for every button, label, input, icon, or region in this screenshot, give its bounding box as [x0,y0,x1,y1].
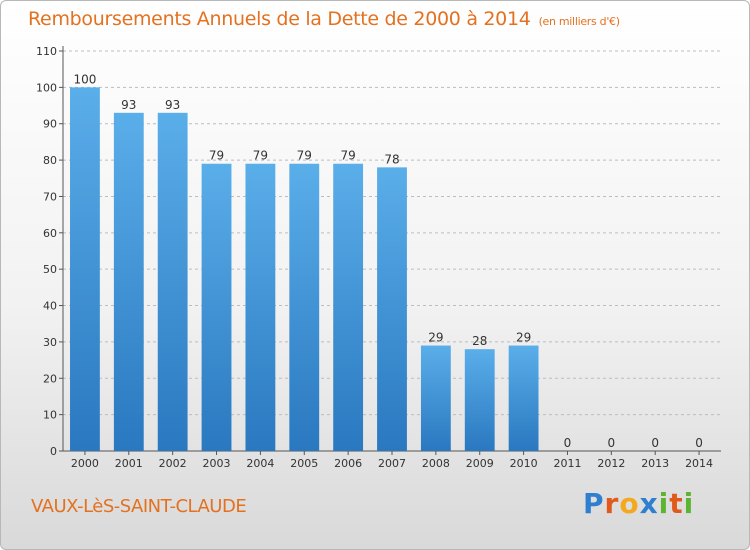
chart-subtitle: (en milliers d'€) [538,15,620,28]
logo-letter: i [658,487,670,520]
bar [201,163,232,451]
bar [289,163,320,451]
x-tick-label: 2001 [115,457,143,470]
y-tick-label: 40 [43,300,57,313]
bar-value-label: 79 [297,149,312,163]
logo-letter: o [619,487,640,520]
y-tick-label: 20 [43,372,57,385]
x-tick-label: 2000 [71,457,99,470]
y-tick-label: 10 [43,409,57,422]
bar-value-label: 0 [695,436,703,450]
x-tick-label: 2003 [203,457,231,470]
bar-value-label: 28 [472,334,487,348]
bars [70,87,714,452]
y-tick-label: 110 [36,45,57,58]
logo-letter: t [669,487,684,520]
logo-letter: i [683,487,695,520]
proxiti-logo: Proxiti [583,487,694,520]
y-tick-label: 80 [43,154,57,167]
x-tick-label: 2007 [378,457,406,470]
bar-value-label: 100 [73,72,96,86]
bar-value-label: 29 [516,331,531,345]
labels: 0 10 20 30 40 50 60 70 80 90 100 110 100 2000 93 2001 93… [36,45,713,470]
x-tick-label: 2005 [290,457,318,470]
x-tick-label: 2004 [246,457,274,470]
x-tick-label: 2011 [553,457,581,470]
y-tick-label: 0 [50,445,57,458]
logo-letter: x [639,487,659,520]
y-tick-label: 60 [43,227,57,240]
x-tick-label: 2006 [334,457,362,470]
bar-value-label: 79 [209,149,224,163]
bar [157,112,188,452]
bar [333,163,364,451]
bar [420,345,451,451]
logo-letter: r [604,487,620,520]
y-tick-label: 30 [43,336,57,349]
y-tick-label: 50 [43,263,57,276]
x-tick-label: 2002 [159,457,187,470]
y-tick-label: 70 [43,190,57,203]
bar [377,167,407,451]
bar-value-label: 78 [384,152,399,166]
bar-value-label: 79 [253,149,268,163]
place-name: VAUX-LèS-SAINT-CLAUDE [31,496,247,517]
bar [70,87,100,451]
bar-value-label: 0 [651,436,659,450]
logo-letter: P [583,487,605,520]
x-tick-label: 2008 [422,457,450,470]
x-tick-label: 2010 [510,457,538,470]
y-tick-label: 100 [36,81,57,94]
x-tick-label: 2009 [466,457,494,470]
bar [464,349,495,451]
bar-value-label: 29 [428,331,443,345]
bar-value-label: 93 [121,98,136,112]
bar-value-label: 0 [608,436,616,450]
x-tick-label: 2013 [641,457,669,470]
bar [245,163,276,451]
bar [113,112,144,452]
chart-title: Remboursements Annuels de la Dette de 20… [28,8,620,30]
y-tick-label: 90 [43,118,57,131]
bar [508,345,539,451]
bar-value-label: 79 [340,149,355,163]
x-tick-label: 2014 [685,457,713,470]
bar-value-label: 93 [165,98,180,112]
x-tick-label: 2012 [597,457,625,470]
bar-value-label: 0 [564,436,572,450]
chart-title-text: Remboursements Annuels de la Dette de 20… [28,8,531,30]
